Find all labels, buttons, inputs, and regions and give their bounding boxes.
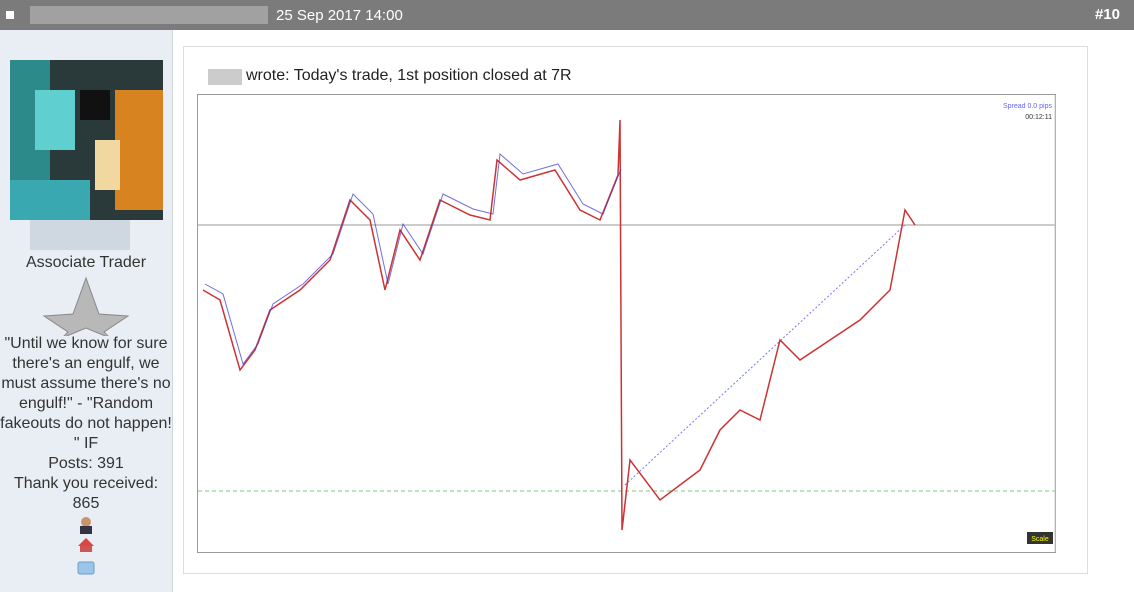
scale-label[interactable]: Scale (1031, 536, 1049, 543)
post-number[interactable]: #10 (1094, 6, 1120, 23)
spread-label: Spread 0.0 pips (1003, 103, 1053, 110)
post-header: 25 Sep 2017 14:00 #10 (0, 0, 1134, 30)
signature: "Until we know for sure there's an engul… (0, 335, 172, 452)
timer-label: 00:12:11 (1025, 114, 1052, 121)
post-icon (6, 11, 14, 19)
trade-chart-image: Scale Spread 0.0 pips 00:12:11 (197, 94, 1056, 553)
thanks-label: Thank you received: (13, 475, 159, 492)
message-icon[interactable] (77, 561, 95, 575)
user-sidebar: Associate Trader "Until we know for sure… (0, 30, 173, 592)
home-icon[interactable] (78, 538, 94, 546)
blurred-quote-name (208, 69, 242, 85)
profile-icon[interactable] (81, 517, 91, 527)
user-icons (77, 517, 95, 575)
header-icons (6, 6, 268, 24)
scale-button[interactable] (1027, 532, 1053, 544)
blurred-username (30, 6, 268, 24)
post-date: 25 Sep 2017 14:00 (276, 7, 403, 24)
avatar (10, 60, 163, 250)
user-signature: "Until we know for sure there's an engul… (0, 334, 172, 514)
post-count: Posts: 391 (48, 455, 124, 472)
thanks-count: 865 (72, 495, 100, 512)
rank-star (42, 276, 130, 336)
quote-text: wrote: Today's trade, 1st position close… (246, 67, 572, 84)
post-body (183, 46, 1088, 574)
price-path (202, 119, 916, 531)
price-path-up (204, 153, 622, 366)
user-rank: Associate Trader (25, 254, 147, 271)
